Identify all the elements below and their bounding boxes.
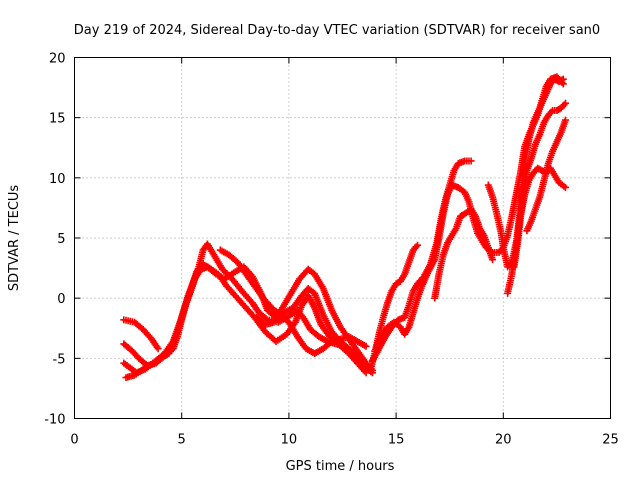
data-point-marker [559, 75, 567, 83]
data-point-marker [561, 116, 569, 124]
series-trace-10 [431, 205, 497, 302]
x-tick-label: 25 [602, 433, 619, 448]
data-point-marker [558, 76, 566, 84]
y-tick-label: -10 [44, 413, 65, 428]
data-point-marker [362, 369, 370, 377]
y-tick-label: -5 [53, 352, 66, 367]
x-axis-label: GPS time / hours [286, 459, 395, 474]
data-point-marker [362, 342, 370, 350]
axis-ticks: 0 5 10 15 20 25 20 15 10 5 0 -5 -10 [44, 52, 619, 448]
data-point-marker [561, 99, 569, 107]
series-trace-4 [122, 260, 370, 382]
data-points [120, 73, 569, 382]
x-tick-label: 5 [178, 433, 186, 448]
series-trace-12 [504, 75, 567, 297]
data-point-marker [467, 157, 475, 165]
x-tick-label: 10 [281, 433, 298, 448]
series-trace-9 [371, 73, 567, 355]
series-trace-13 [510, 99, 569, 271]
y-tick-label: 0 [57, 292, 65, 307]
series-trace-5 [216, 246, 370, 358]
y-tick-label: 5 [57, 232, 65, 247]
data-point-marker [154, 345, 162, 353]
x-tick-label: 0 [70, 433, 78, 448]
data-point-marker [262, 315, 270, 323]
y-tick-label: 20 [49, 52, 66, 67]
series-trace-6 [253, 265, 377, 374]
x-tick-label: 20 [495, 433, 512, 448]
series-trace-1 [120, 316, 162, 353]
series-trace-7 [366, 241, 422, 374]
grid [74, 57, 611, 419]
y-tick-label: 15 [49, 112, 66, 127]
data-point-marker [489, 256, 497, 264]
data-point-marker [414, 241, 422, 249]
chart-title: Day 219 of 2024, Sidereal Day-to-day VTE… [74, 23, 600, 38]
data-point-marker [561, 183, 569, 191]
plot-frame [74, 57, 611, 419]
y-tick-label: 10 [49, 172, 66, 187]
x-tick-label: 15 [388, 433, 405, 448]
series-trace-14 [523, 116, 569, 235]
y-axis-label: SDTVAR / TECUs [7, 185, 22, 292]
